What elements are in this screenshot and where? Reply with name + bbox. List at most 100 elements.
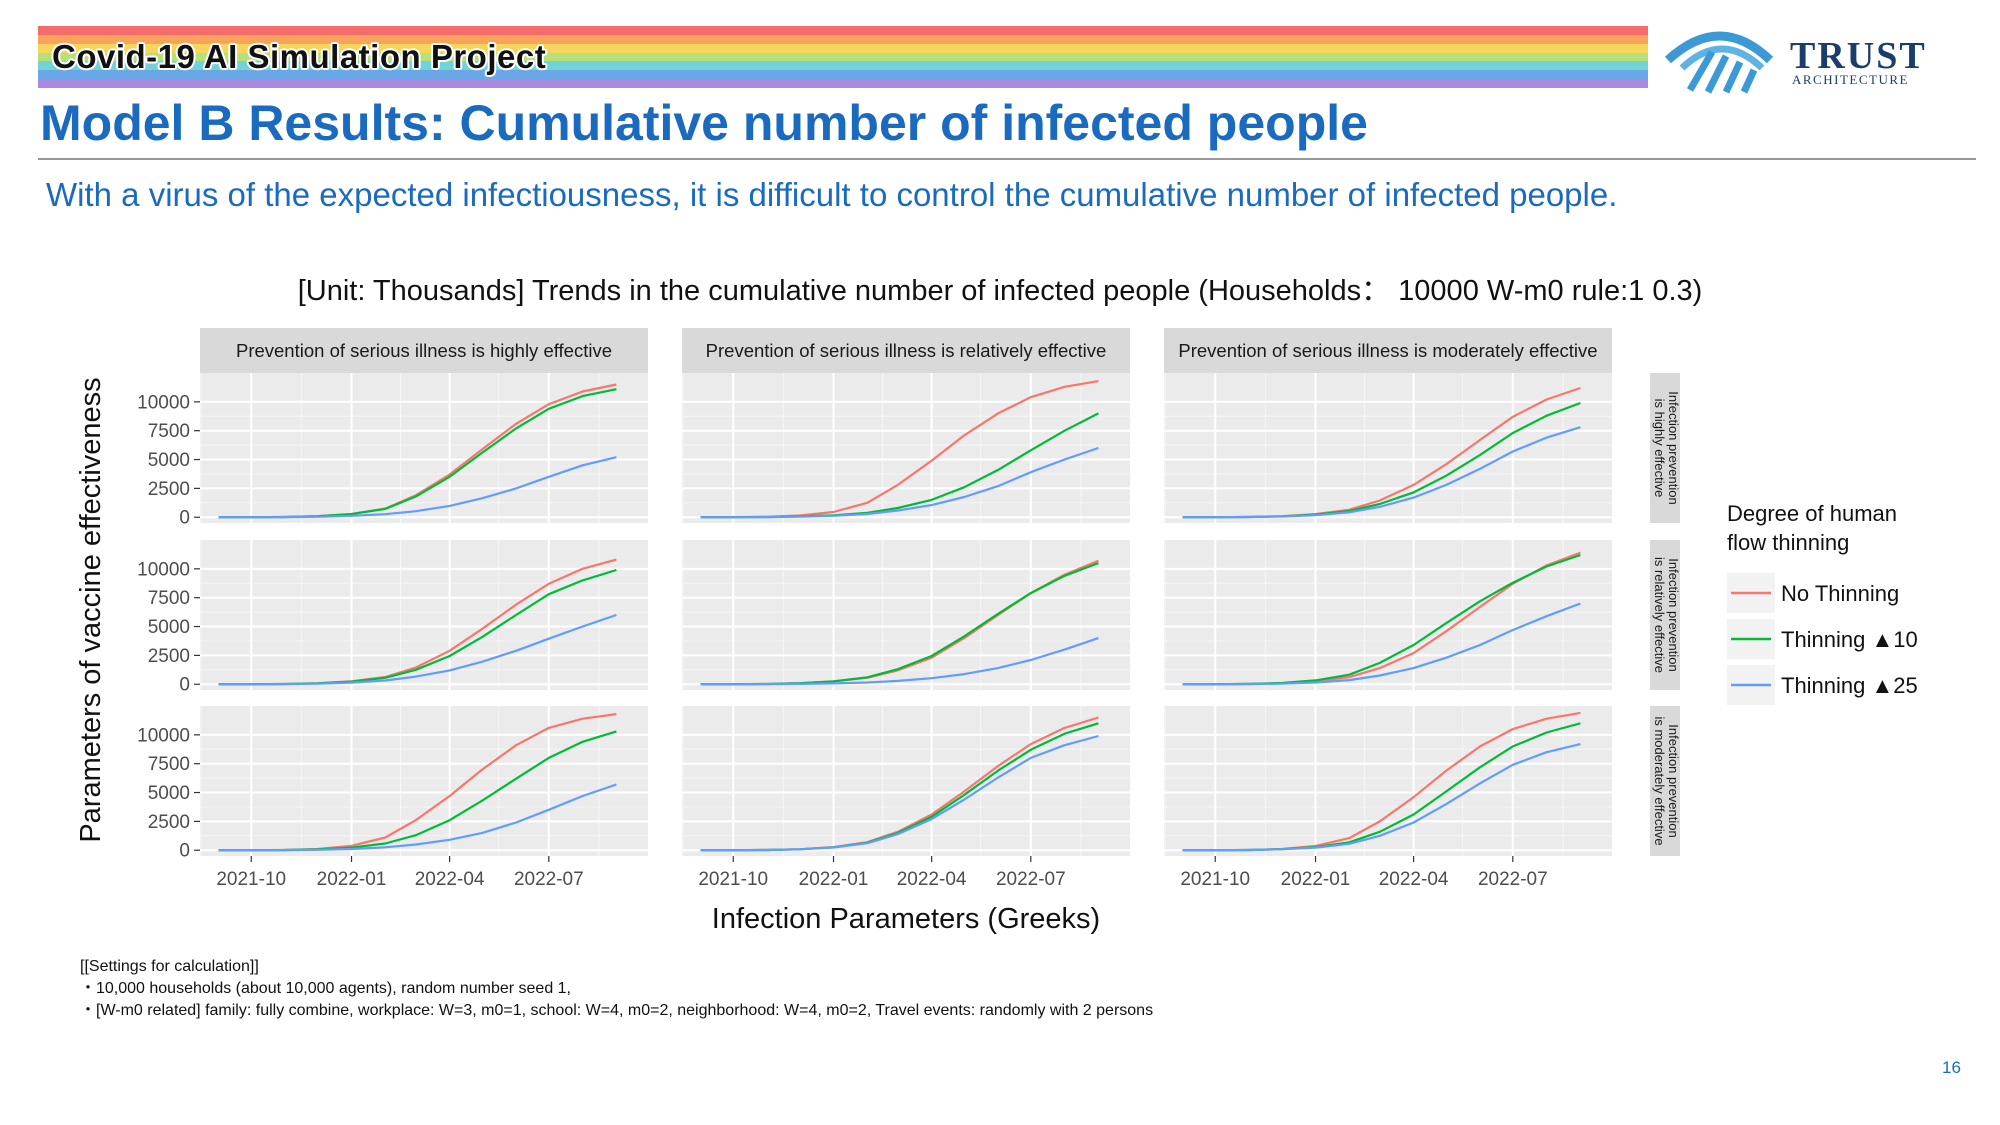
y-tick-label: 0 [179,841,190,862]
x-tick-label: 2022-01 [799,869,869,890]
page-title: Model B Results: Cumulative number of in… [40,95,1368,151]
y-tick-label: 5000 [148,783,190,804]
panel-background [1164,373,1612,523]
x-tick-label: 2022-04 [1379,869,1449,890]
chart-panel [682,706,1130,856]
chart-legend: Degree of human flow thinning No Thinning T… [1727,501,1918,705]
row-strip [1650,706,1680,856]
row-facet-label-line: Infection prevention [1666,724,1681,837]
column-strip [682,328,1130,373]
column-facet-label: Prevention of serious illness is moderat… [1178,340,1597,361]
y-tick-label: 2500 [148,646,190,667]
x-tick-label: 2022-04 [415,869,485,890]
y-axis-label: Parameters of vaccine effectiveness [75,377,107,842]
page-subtitle: With a virus of the expected infectiousn… [46,176,1618,213]
y-tick-label: 10000 [137,392,190,413]
y-tick-label: 2500 [148,812,190,833]
logo-subtext: ARCHITECTURE [1792,72,1909,87]
row-facet-label-line: Infection prevention [1666,391,1681,504]
series-line [218,613,617,686]
series-line [218,783,617,852]
legend-entry-label: Thinning ▲10 [1781,627,1918,652]
legend-title: flow thinning [1727,530,1849,555]
calculation-settings: [[Settings for calculation]] ・10,000 hou… [80,956,1153,1022]
x-tick-label: 2022-07 [514,869,584,890]
x-tick-label: 2022-04 [897,869,967,890]
chart-panel [200,706,648,856]
panel-background [682,373,1130,523]
chart-panel [1164,540,1612,690]
rainbow-stripe [38,34,1648,44]
legend-entry-label: No Thinning [1781,581,1899,606]
settings-line-1: ・10,000 households (about 10,000 agents)… [80,980,572,997]
chart-title: [Unit: Thousands] Trends in the cumulati… [298,275,1703,307]
rainbow-stripe [38,52,1648,62]
x-tick-label: 2022-07 [996,869,1066,890]
series-line [218,456,617,519]
y-tick-label: 2500 [148,479,190,500]
panel-background [200,706,648,856]
series-line [700,637,1099,686]
x-tick-label: 2022-01 [1281,869,1351,890]
panel-background [1164,540,1612,690]
row-facet-label-line: is highly effective [1652,399,1667,498]
legend-entry-label: Thinning ▲25 [1781,673,1918,698]
settings-heading: [[Settings for calculation]] [80,958,259,975]
chart-panel [200,540,648,690]
x-tick-label: 2021-10 [216,869,286,890]
chart-panel [682,373,1130,523]
arch-logo-icon [1664,31,1774,94]
x-tick-label: 2022-01 [317,869,387,890]
row-strip [1650,540,1680,690]
y-tick-label: 5000 [148,450,190,471]
row-facet-label-line: is relatively effective [1652,557,1667,673]
faceted-line-chart: [Unit: Thousands] Trends in the cumulati… [75,275,1918,935]
y-tick-label: 0 [179,508,190,529]
column-strip [200,328,648,373]
series-line [1182,602,1581,686]
series-line [700,446,1099,519]
column-facet-label: Prevention of serious illness is highly … [236,340,612,361]
project-title: Covid-19 AI Simulation Project [52,38,547,75]
row-strip [1650,373,1680,523]
rainbow-stripe [38,43,1648,53]
legend-title: Degree of human [1727,501,1897,526]
logo-text: TRUST [1790,35,1927,77]
y-tick-label: 5000 [148,617,190,638]
x-tick-label: 2021-10 [698,869,768,890]
rainbow-banner [38,26,1648,89]
panel-background [200,373,648,523]
row-facet-label-line: Infection prevention [1666,558,1681,671]
series-line [1182,426,1581,519]
chart-panel [200,373,648,523]
y-tick-label: 7500 [148,754,190,775]
series-line [700,734,1099,852]
x-tick-label: 2022-07 [1478,869,1548,890]
y-tick-label: 7500 [148,588,190,609]
rainbow-stripe [38,26,1648,35]
rainbow-stripe [38,79,1648,89]
rainbow-stripe [38,70,1648,80]
chart-panel [1164,706,1612,856]
y-tick-label: 7500 [148,421,190,442]
x-tick-label: 2021-10 [1180,869,1250,890]
y-tick-label: 10000 [137,559,190,580]
series-line [1182,743,1581,852]
rainbow-stripe [38,61,1648,71]
panel-background [200,540,648,690]
page-number: 16 [1942,1058,1961,1077]
chart-panel [1164,373,1612,523]
panel-background [1164,706,1612,856]
row-facet-label-line: is moderately effective [1652,716,1667,845]
title-divider [38,158,1976,160]
y-tick-label: 10000 [137,725,190,746]
column-strip [1164,328,1612,373]
y-tick-label: 0 [179,675,190,696]
settings-line-2: ・[W-m0 related] family: fully combine, w… [80,1002,1154,1019]
chart-panel [682,540,1130,690]
x-axis-label: Infection Parameters (Greeks) [712,903,1100,935]
column-facet-label: Prevention of serious illness is relativ… [706,340,1107,361]
